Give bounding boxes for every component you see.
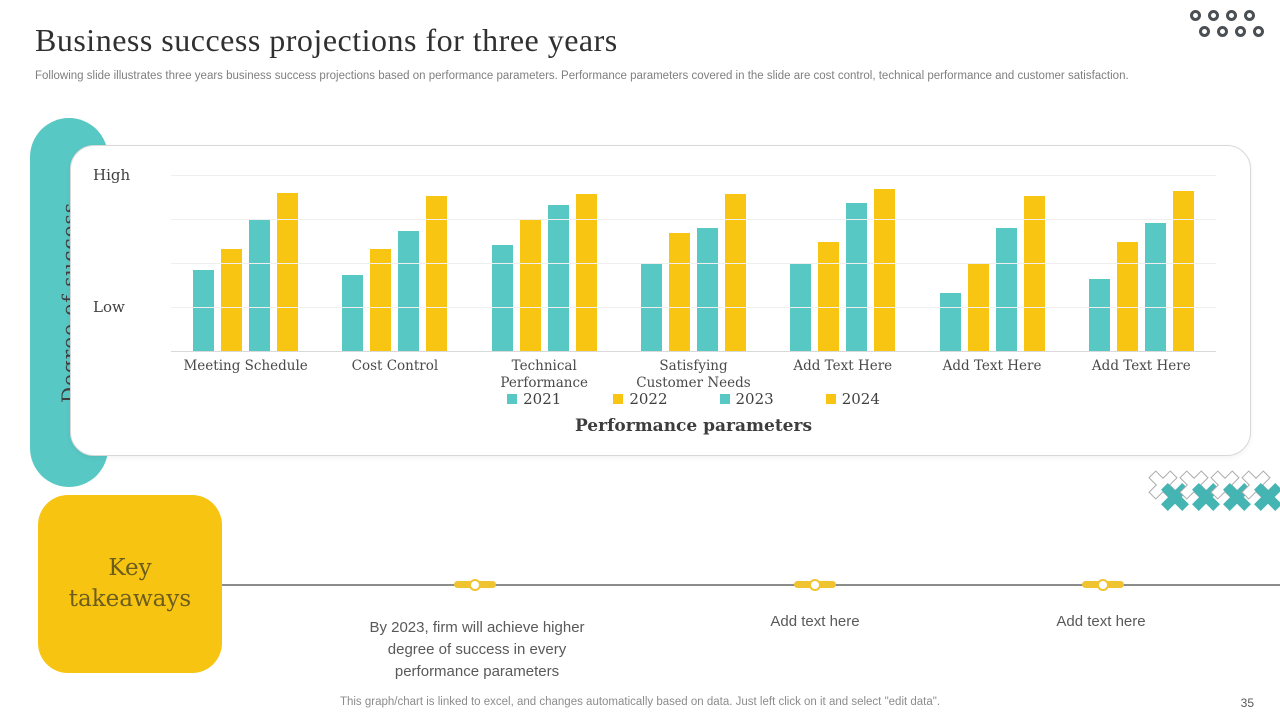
y-tick-low: Low bbox=[93, 298, 125, 316]
footer-note: This graph/chart is linked to excel, and… bbox=[339, 696, 941, 708]
bar-2021 bbox=[193, 270, 215, 351]
bar-2022 bbox=[221, 248, 243, 351]
bar-2022 bbox=[818, 241, 840, 351]
bar-2021 bbox=[491, 245, 513, 351]
bar-2024 bbox=[575, 194, 597, 351]
category-label: Satisfying Customer Needs bbox=[636, 358, 751, 391]
legend-swatch bbox=[719, 394, 730, 404]
cross-icon bbox=[1241, 470, 1280, 514]
bar-2022 bbox=[668, 233, 690, 351]
legend-swatch bbox=[825, 394, 836, 404]
bar-group bbox=[768, 175, 917, 351]
legend-swatch bbox=[507, 394, 518, 404]
bar-2021 bbox=[939, 292, 961, 351]
category-label: Add Text Here bbox=[942, 358, 1042, 374]
legend-item-2023: 2023 bbox=[719, 390, 774, 408]
bar-group bbox=[171, 175, 320, 351]
dot-icon bbox=[1235, 26, 1246, 37]
gridline bbox=[171, 219, 1216, 220]
gridline bbox=[171, 175, 1216, 176]
takeaway-placeholder[interactable]: Add text here bbox=[770, 613, 860, 630]
timeline-line bbox=[222, 584, 1280, 586]
timeline-marker bbox=[1082, 579, 1124, 591]
dots-decoration bbox=[1190, 10, 1266, 37]
legend-label: 2023 bbox=[735, 390, 774, 408]
category-label: Add Text Here bbox=[1091, 358, 1191, 374]
dot-icon bbox=[1253, 26, 1264, 37]
key-takeaways-box: Key takeaways bbox=[38, 495, 222, 673]
bar-2024 bbox=[724, 194, 746, 351]
bar-2023 bbox=[249, 219, 271, 351]
timeline-marker bbox=[794, 579, 836, 591]
category-label: Cost Control bbox=[351, 358, 439, 374]
bar-2023 bbox=[547, 204, 569, 351]
chart-card[interactable]: High Low Meeting Schedule Cost Control Tec… bbox=[70, 145, 1251, 456]
dot-icon bbox=[1190, 10, 1201, 21]
legend-item-2021: 2021 bbox=[507, 390, 561, 408]
bar-2024 bbox=[874, 189, 896, 351]
bar-2022 bbox=[370, 248, 392, 351]
bar-groups bbox=[171, 175, 1216, 351]
bar-group bbox=[320, 175, 469, 351]
bar-2024 bbox=[277, 192, 299, 351]
category-label: Meeting Schedule bbox=[183, 358, 308, 374]
bar-2023 bbox=[995, 227, 1017, 351]
category-labels: Meeting Schedule Cost Control Technical Pe… bbox=[171, 358, 1216, 392]
bar-2021 bbox=[1088, 278, 1110, 351]
legend-item-2024: 2024 bbox=[825, 390, 880, 408]
dot-icon bbox=[1226, 10, 1237, 21]
page-title: Business success projections for three y… bbox=[35, 22, 618, 58]
gridline bbox=[171, 307, 1216, 308]
dot-icon bbox=[1244, 10, 1255, 21]
bar-2024 bbox=[426, 196, 448, 351]
takeaway-text: By 2023, firm will achieve higher degree… bbox=[369, 619, 585, 680]
marker-knob bbox=[1097, 579, 1109, 591]
dot-icon bbox=[1199, 26, 1210, 37]
y-tick-high: High bbox=[93, 166, 131, 184]
bar-2022 bbox=[519, 219, 541, 351]
bar-2023 bbox=[1144, 222, 1166, 351]
x-axis-title: Performance parameters bbox=[574, 416, 813, 436]
marker-knob bbox=[809, 579, 821, 591]
bar-2024 bbox=[1172, 190, 1194, 351]
bar-2023 bbox=[846, 203, 868, 351]
bar-group bbox=[470, 175, 619, 351]
category-label: Technical Performance bbox=[500, 358, 588, 391]
bar-2023 bbox=[696, 227, 718, 351]
chart-legend: 2021 2022 2023 2024 bbox=[171, 390, 1216, 408]
bar-group bbox=[1067, 175, 1216, 351]
legend-label: 2021 bbox=[523, 390, 562, 408]
bar-2022 bbox=[1116, 241, 1138, 351]
key-takeaways-label: Key takeaways bbox=[68, 555, 192, 612]
marker-knob bbox=[469, 579, 481, 591]
legend-item-2022: 2022 bbox=[613, 390, 668, 408]
bar-2023 bbox=[398, 231, 420, 351]
legend-label: 2024 bbox=[841, 390, 880, 408]
dot-icon bbox=[1208, 10, 1219, 21]
legend-label: 2022 bbox=[629, 390, 668, 408]
page-number: 35 bbox=[1240, 696, 1254, 710]
dot-icon bbox=[1217, 26, 1228, 37]
legend-swatch bbox=[613, 394, 624, 404]
x-axis-line bbox=[171, 351, 1216, 352]
timeline-marker bbox=[454, 579, 496, 591]
bar-group bbox=[917, 175, 1066, 351]
bar-2024 bbox=[1023, 196, 1045, 351]
chart-plot-area: High Low bbox=[93, 166, 1216, 352]
cross-decorations bbox=[1148, 470, 1280, 514]
page-subtitle: Following slide illustrates three years … bbox=[35, 70, 1129, 82]
gridline bbox=[171, 263, 1216, 264]
category-label: Add Text Here bbox=[793, 358, 893, 374]
bar-2021 bbox=[342, 275, 364, 351]
takeaway-placeholder[interactable]: Add text here bbox=[1056, 613, 1146, 630]
